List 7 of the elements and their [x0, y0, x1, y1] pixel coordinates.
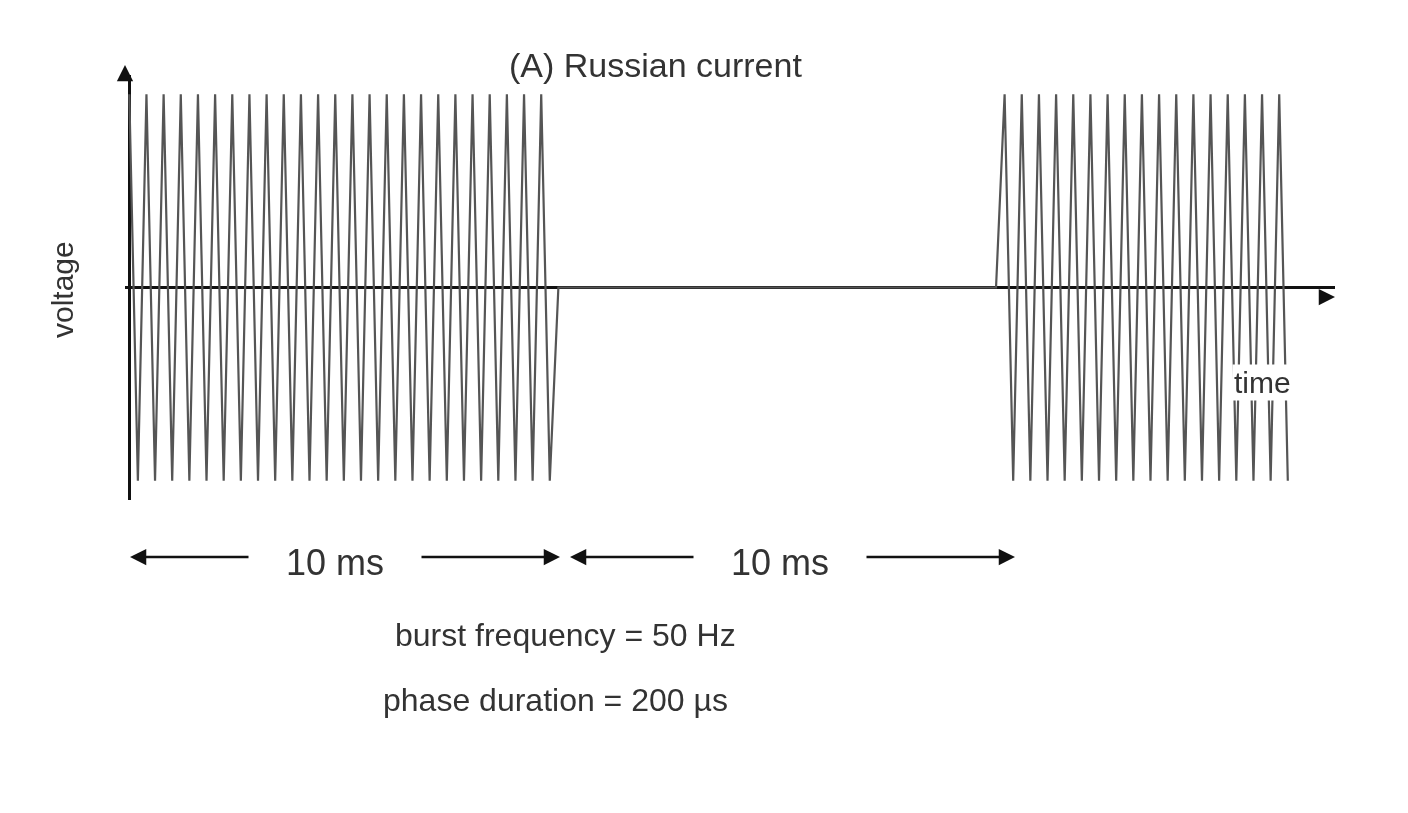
text: 10 ms: [731, 542, 830, 583]
chart-title: (A) Russian current: [509, 46, 803, 84]
y-axis-title: voltage: [46, 241, 79, 338]
text: phase duration = 200 µs: [383, 682, 728, 718]
x-axis-title: time: [1234, 366, 1291, 399]
text: burst frequency = 50 Hz: [395, 617, 736, 653]
text: 10 ms: [286, 542, 385, 583]
